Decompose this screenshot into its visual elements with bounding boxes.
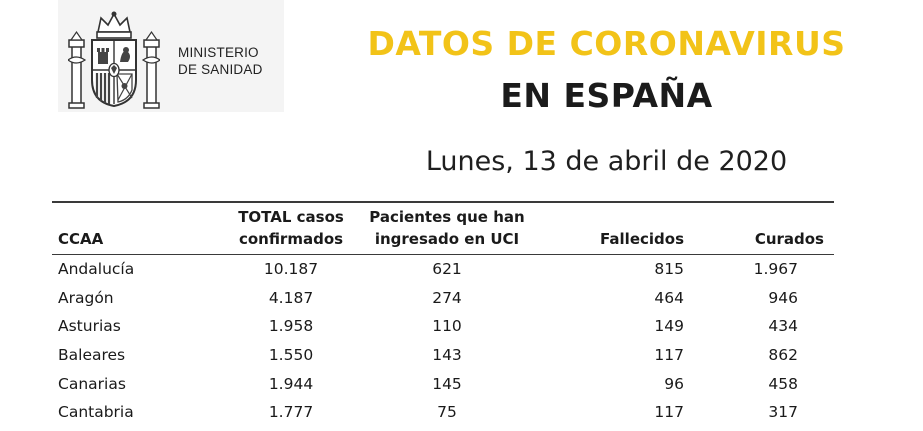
ministry-name-line1: MINISTERIO bbox=[178, 45, 259, 60]
cell-recovered: 434 bbox=[768, 317, 798, 336]
table-row: Asturias 1.958 110 149 434 bbox=[52, 312, 834, 341]
title-line2: EN ESPAÑA bbox=[500, 76, 713, 115]
header-ccaa: CCAA bbox=[52, 202, 220, 255]
cell-deaths: 117 bbox=[654, 403, 684, 422]
coat-of-arms-icon bbox=[68, 11, 160, 109]
header-total-cases: TOTAL casos confirmados bbox=[220, 202, 362, 255]
header-ccaa-label: CCAA bbox=[58, 230, 104, 248]
cell-recovered: 862 bbox=[768, 346, 798, 365]
report-date: Lunes, 13 de abril de 2020 bbox=[425, 146, 788, 177]
cell-ccaa: Baleares bbox=[58, 346, 126, 365]
cell-icu: 110 bbox=[432, 317, 462, 336]
header-icu-line1: Pacientes que han bbox=[369, 208, 525, 226]
covid-data-table: CCAA TOTAL casos confirmados Pacientes q… bbox=[52, 201, 834, 427]
cell-total-cases: 1.944 bbox=[268, 374, 314, 393]
header-recovered: Curados bbox=[684, 202, 834, 255]
cell-ccaa: Canarias bbox=[58, 374, 126, 393]
ministry-name-line2: DE SANIDAD bbox=[178, 62, 263, 77]
cell-deaths: 464 bbox=[654, 288, 684, 307]
header-icu-line2: ingresado en UCI bbox=[374, 230, 520, 248]
cell-icu: 145 bbox=[432, 374, 462, 393]
header-total-cases-line2: confirmados bbox=[238, 230, 344, 248]
cell-ccaa: Aragón bbox=[58, 288, 114, 307]
cell-icu: 143 bbox=[432, 346, 462, 365]
cell-recovered: 946 bbox=[768, 288, 798, 307]
cell-ccaa: Andalucía bbox=[58, 260, 135, 279]
cell-deaths: 815 bbox=[654, 260, 684, 279]
cell-total-cases: 1.958 bbox=[268, 317, 314, 336]
cell-deaths: 149 bbox=[654, 317, 684, 336]
cell-total-cases: 10.187 bbox=[263, 260, 319, 279]
cell-recovered: 1.967 bbox=[753, 260, 798, 279]
ministry-name: MINISTERIO DE SANIDAD bbox=[178, 44, 288, 78]
cell-ccaa: Cantabria bbox=[58, 403, 134, 422]
header-total-cases-line1: TOTAL casos bbox=[238, 208, 344, 226]
header-icu: Pacientes que han ingresado en UCI bbox=[362, 202, 532, 255]
cell-recovered: 458 bbox=[768, 374, 798, 393]
cell-recovered: 317 bbox=[768, 403, 798, 422]
header-recovered-label: Curados bbox=[754, 230, 824, 248]
ministry-logo: MINISTERIO DE SANIDAD bbox=[58, 0, 284, 112]
cell-icu: 274 bbox=[432, 288, 462, 307]
cell-total-cases: 4.187 bbox=[268, 288, 314, 307]
table-row: Baleares 1.550 143 117 862 bbox=[52, 341, 834, 370]
table-row: Canarias 1.944 145 96 458 bbox=[52, 369, 834, 398]
cell-deaths: 96 bbox=[664, 374, 684, 393]
header-deaths-label: Fallecidos bbox=[600, 230, 684, 248]
header-deaths: Fallecidos bbox=[532, 202, 684, 255]
table-row: Cantabria 1.777 75 117 317 bbox=[52, 398, 834, 427]
table-header-row: CCAA TOTAL casos confirmados Pacientes q… bbox=[52, 202, 834, 255]
table-row: Andalucía 10.187 621 815 1.967 bbox=[52, 255, 834, 284]
title-line1: DATOS DE CORONAVIRUS bbox=[367, 24, 846, 63]
cell-ccaa: Asturias bbox=[58, 317, 121, 336]
cell-deaths: 117 bbox=[654, 346, 684, 365]
cell-total-cases: 1.550 bbox=[268, 346, 314, 365]
cell-icu: 621 bbox=[432, 260, 462, 279]
table-row: Aragón 4.187 274 464 946 bbox=[52, 284, 834, 313]
cell-icu: 75 bbox=[437, 403, 457, 422]
cell-total-cases: 1.777 bbox=[268, 403, 314, 422]
